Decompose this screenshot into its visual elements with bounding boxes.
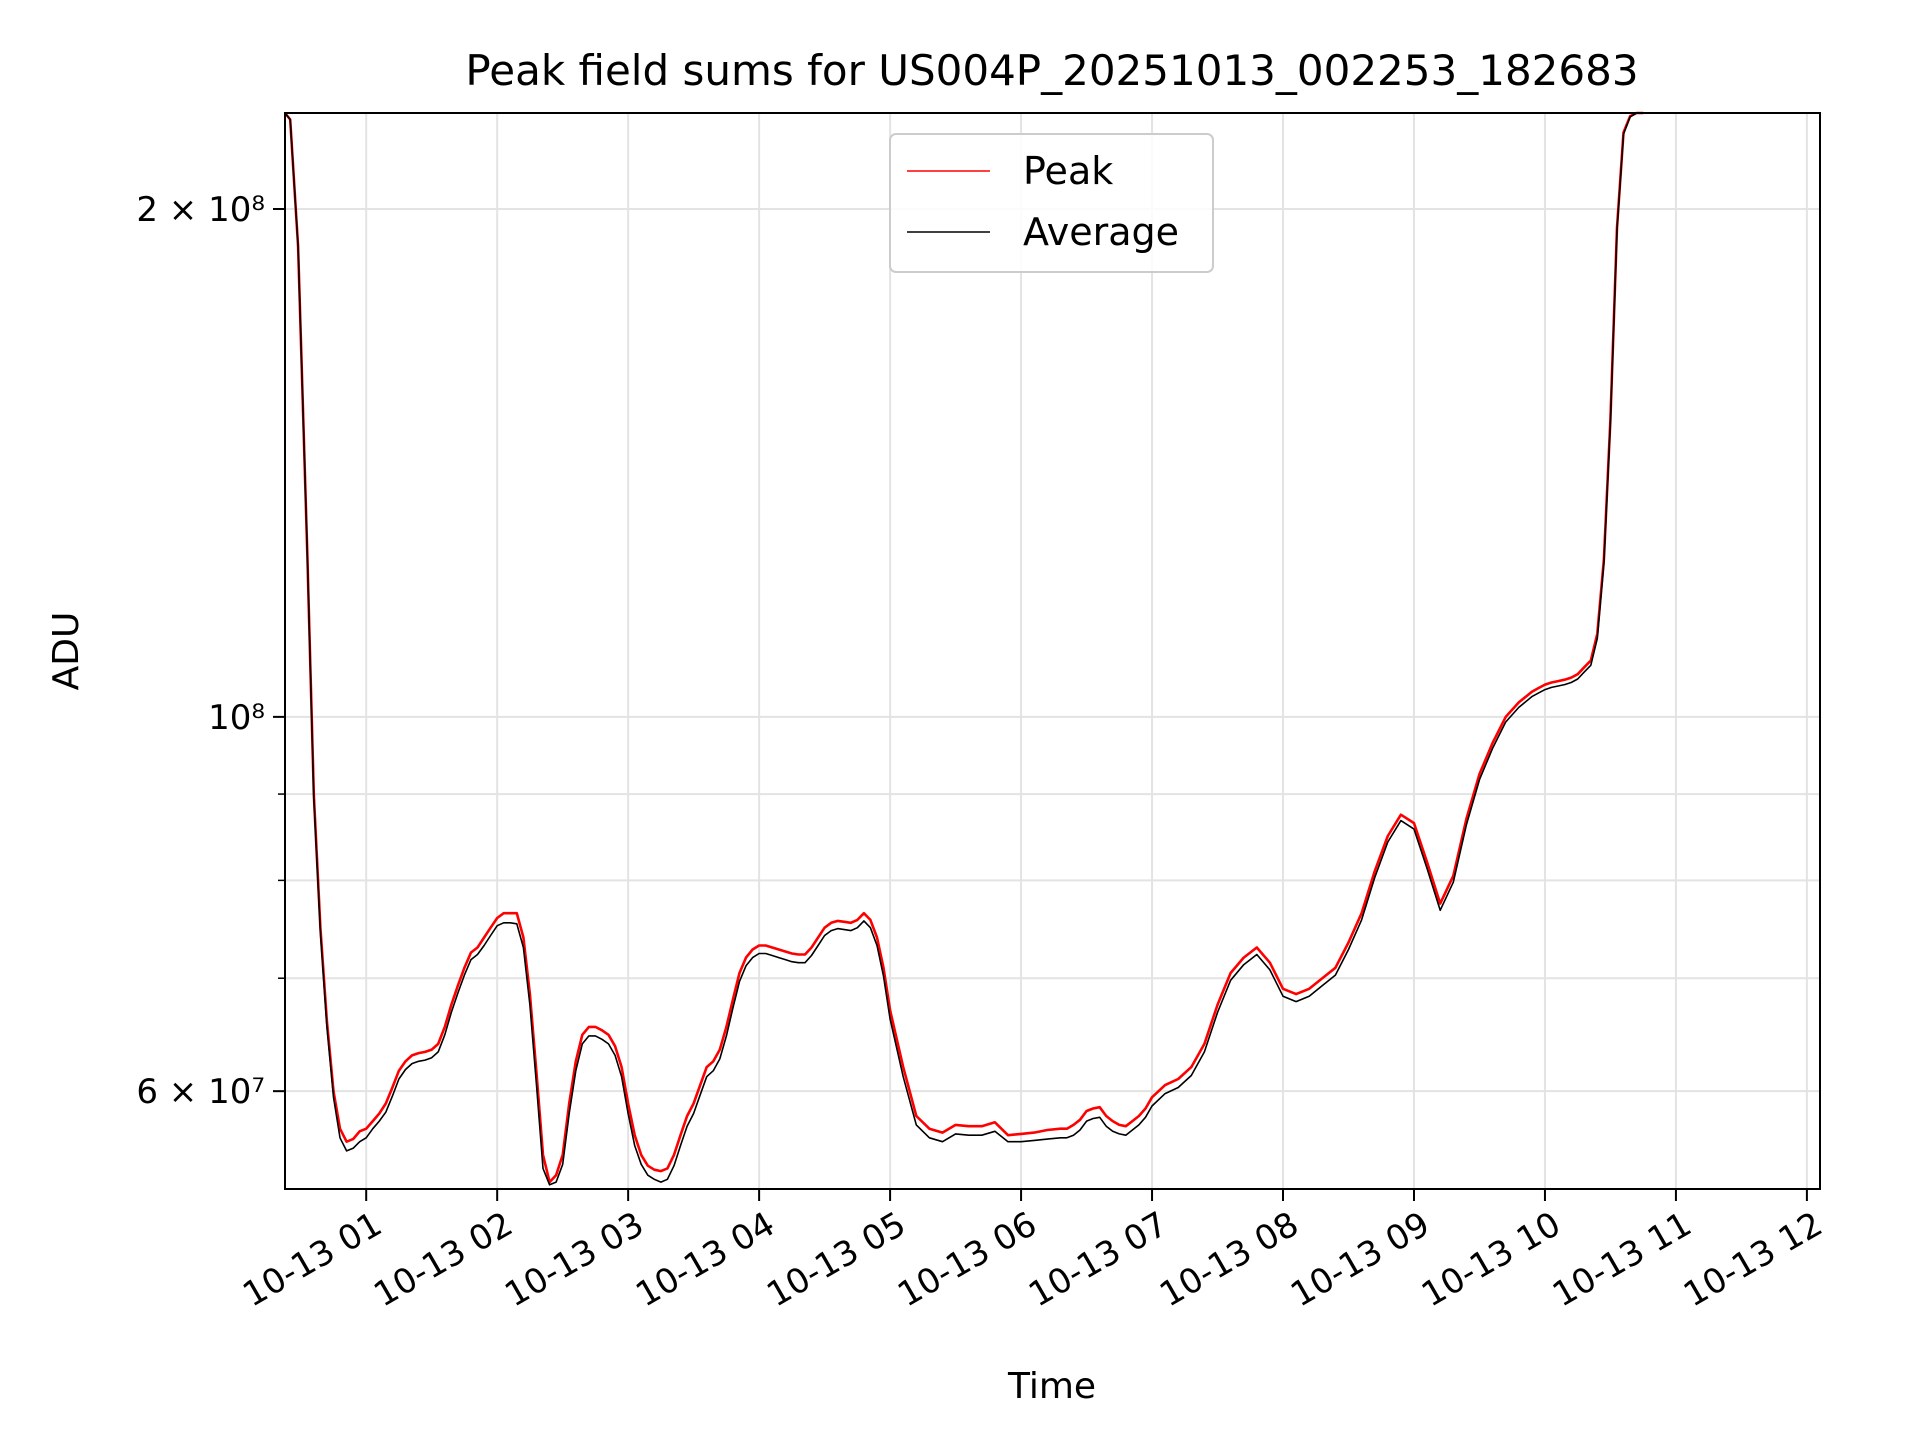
y-tick-label: 6 × 10⁷ — [136, 1072, 265, 1112]
legend-label-peak: Peak — [1023, 149, 1113, 193]
y-tick-label: 10⁸ — [208, 698, 265, 738]
series-line-peak — [283, 111, 1644, 1184]
legend: Peak Average — [889, 133, 1214, 273]
x-axis-label: Time — [1007, 1366, 1096, 1407]
y-tick-label: 2 × 10⁸ — [136, 190, 265, 230]
grid — [285, 113, 1820, 1189]
plot-frame — [284, 112, 1821, 1190]
y-axis-label: ADU — [46, 612, 87, 691]
legend-box — [889, 133, 1214, 273]
series-lines — [283, 111, 1644, 1186]
chart-title: Peak field sums for US004P_20251013_0022… — [465, 46, 1638, 95]
series-line-average — [284, 112, 1644, 1186]
legend-label-average: Average — [1023, 210, 1179, 254]
